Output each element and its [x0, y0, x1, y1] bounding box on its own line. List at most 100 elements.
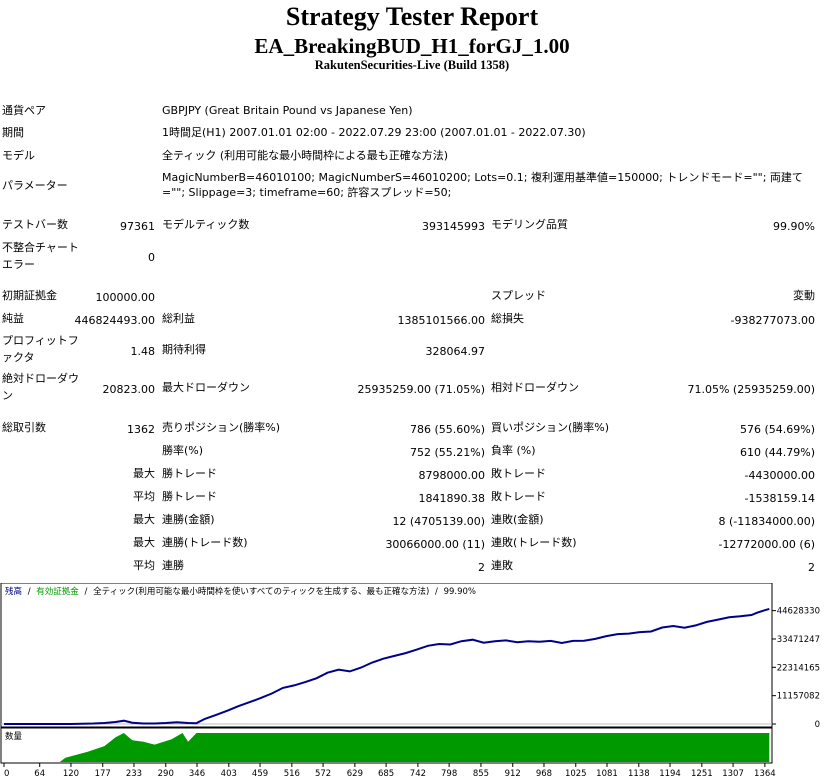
x-tick-label: 1251	[691, 769, 713, 779]
loss-trades-value: 610 (44.79%)	[739, 446, 815, 459]
gross-loss-value: -938277073.00	[730, 314, 815, 327]
average-consecutive-label: 平均	[133, 559, 155, 572]
x-tick-label: 572	[315, 769, 331, 779]
total-trades-label: 総取引数	[2, 421, 46, 434]
quality-value: 99.90%	[773, 220, 815, 233]
x-tick-label: 516	[284, 769, 300, 779]
largest-loss-trade-value: -4430000.00	[744, 469, 815, 482]
symbol-label: 通貨ペア	[2, 104, 46, 117]
short-positions-label: 売りポジション(勝率%)	[162, 421, 281, 434]
max-consecutive-loss-value: -12772000.00 (6)	[718, 538, 815, 551]
total-trades-value: 1362	[127, 423, 155, 436]
max-consecutive-wins-money-label: 連勝(金額)	[162, 513, 215, 526]
loss-trades-label: 負率 (%)	[491, 444, 536, 457]
model-value: 全ティック (利用可能な最小時間枠による最も正確な方法)	[162, 149, 449, 162]
legend-model: 全ティック(利用可能な最小時間枠を使いすべてのティックを生成する、最も正確な方法…	[93, 586, 429, 597]
long-positions-label: 買いポジション(勝率%)	[491, 421, 610, 434]
average-profit-trade-value: 1841890.38	[418, 492, 485, 505]
x-tick-label: 912	[505, 769, 521, 779]
net-profit-value: 446824493.00	[74, 314, 155, 327]
average-label: 平均	[133, 490, 155, 503]
absolute-drawdown-label: 絶対ドローダウン	[2, 372, 79, 402]
main-plot-frame	[0, 583, 773, 728]
y-tick-label: 11157082	[777, 692, 820, 702]
largest-loss-trade-label: 敗トレード	[491, 467, 546, 480]
y-tick-label: 33471247	[777, 635, 820, 645]
profit-factor-value: 1.48	[130, 345, 156, 358]
max-consecutive-profit-value: 30066000.00 (11)	[385, 538, 485, 551]
profit-trades-label: 勝率(%)	[162, 444, 204, 457]
avg-consecutive-wins-label: 連勝	[162, 559, 184, 572]
average-loss-trade-label: 敗トレード	[491, 490, 546, 503]
expected-payoff-label: 期待利得	[162, 343, 206, 356]
legend-quality: 99.90%	[444, 587, 476, 597]
volume-label: 数量	[5, 731, 23, 742]
gross-profit-label: 総利益	[162, 312, 195, 325]
balance-series-line	[4, 607, 770, 725]
avg-consecutive-losses-label: 連敗	[491, 559, 513, 572]
server-build: RakutenSecurities-Live (Build 1358)	[314, 58, 510, 72]
maximal-drawdown-value: 25935259.00 (71.05%)	[357, 383, 485, 396]
absolute-drawdown-value: 20823.00	[102, 383, 156, 396]
avg-consecutive-wins-value: 2	[478, 561, 485, 574]
quality-label: モデリング品質	[491, 218, 568, 231]
max-consecutive-losses-money-label: 連敗(金額)	[491, 513, 544, 526]
long-positions-value: 576 (54.69%)	[739, 423, 815, 436]
maximal-drawdown-label: 最大ドローダウン	[162, 381, 250, 394]
x-tick-label: 742	[410, 769, 426, 779]
deposit-label: 初期証拠金	[2, 289, 57, 302]
legend-separator-3: /	[435, 587, 438, 597]
report-title: Strategy Tester Report	[285, 2, 539, 31]
x-tick-label: 1081	[596, 769, 618, 779]
x-tick-label: 855	[473, 769, 489, 779]
x-tick-label: 120	[63, 769, 79, 779]
maximum-label: 最大	[133, 513, 155, 526]
relative-drawdown-label: 相対ドローダウン	[491, 381, 579, 394]
y-tick-label: 44628330	[777, 607, 820, 617]
x-tick-label: 798	[441, 769, 457, 779]
x-tick-label: 1025	[565, 769, 587, 779]
legend-separator-2: /	[85, 587, 88, 597]
x-tick-label: 290	[158, 769, 174, 779]
balance-chart: 残高 / 有効証拠金 / 全ティック(利用可能な最小時間枠を使いすべてのティック…	[0, 583, 820, 779]
profit-trades-value: 752 (55.21%)	[409, 446, 485, 459]
y-tick-label: 0	[815, 720, 820, 730]
profit-factor-label: プロフィットファクタ	[2, 334, 79, 364]
max-consecutive-wins-money-value: 12 (4705139.00)	[392, 515, 485, 528]
average-profit-trade-label: 勝トレード	[162, 490, 217, 503]
expected-payoff-value: 328064.97	[425, 345, 486, 358]
legend-separator-1: /	[28, 587, 31, 597]
y-axis-ticks: 44628330 33471247 22314165 11157082 0	[772, 607, 820, 730]
gross-loss-label: 総損失	[491, 312, 524, 325]
parameters-value: MagicNumberB=46010100; MagicNumberS=4601…	[162, 171, 803, 199]
net-profit-label: 純益	[2, 312, 24, 325]
avg-consecutive-losses-value: 2	[808, 561, 815, 574]
x-tick-label: 346	[189, 769, 205, 779]
x-tick-label: 0	[4, 769, 9, 779]
x-tick-label: 459	[252, 769, 268, 779]
average-loss-trade-value: -1538159.14	[744, 492, 815, 505]
x-tick-label: 1364	[754, 769, 776, 779]
short-positions-value: 786 (55.60%)	[409, 423, 485, 436]
model-label: モデル	[2, 149, 35, 162]
spread-value: 変動	[793, 289, 815, 302]
parameters-label: パラメーター	[2, 179, 68, 192]
x-tick-label: 1307	[722, 769, 744, 779]
period-label: 期間	[2, 126, 24, 139]
deposit-value: 100000.00	[95, 291, 156, 304]
largest-profit-trade-label: 勝トレード	[162, 467, 217, 480]
period-value: 1時間足(H1) 2007.01.01 02:00 - 2022.07.29 2…	[162, 126, 586, 139]
legend-equity: 有効証拠金	[36, 586, 79, 597]
expert-name: EA_BreakingBUD_H1_forGJ_1.00	[254, 34, 570, 58]
legend-line: 残高 / 有効証拠金 / 全ティック(利用可能な最小時間枠を使いすべてのティック…	[5, 586, 476, 597]
largest-label: 最大	[133, 467, 155, 480]
mismatch-label: 不整合チャートエラー	[2, 241, 79, 271]
y-tick-label: 22314165	[777, 663, 820, 673]
ticks-value: 393145993	[422, 220, 485, 233]
spread-label: スプレッド	[491, 289, 546, 302]
max-consecutive-profit-label: 連勝(トレード数)	[162, 536, 248, 549]
volume-area	[4, 733, 770, 762]
maximal-label: 最大	[133, 536, 155, 549]
x-tick-label: 1194	[659, 769, 681, 779]
x-tick-label: 177	[95, 769, 111, 779]
